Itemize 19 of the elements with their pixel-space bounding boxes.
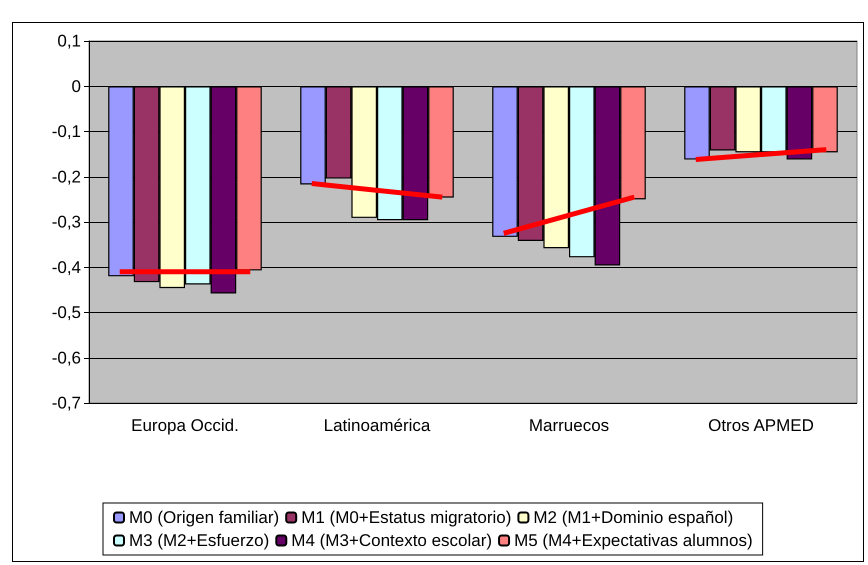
legend-label: M3 (M2+Esfuerzo) [129,531,270,550]
legend-label: M4 (M3+Contexto escolar) [291,531,492,550]
y-tick-label: -0,4 [52,258,81,277]
legend-label: M5 (M4+Expectativas alumnos) [514,531,753,550]
legend-label: M1 (M0+Estatus migratorio) [301,508,512,527]
x-tick-label: Otros APMED [708,416,814,435]
y-tick-label: -0,5 [52,303,81,322]
y-tick-label: -0,6 [52,348,81,368]
x-tick-label: Latinoamérica [324,416,431,435]
y-tick-label: -0,2 [52,167,81,186]
legend-label: M0 (Origen familiar) [129,508,280,527]
y-tick-label: -0,3 [52,212,81,232]
y-tick-label: 0 [72,76,81,96]
legend-label: M2 (M1+Dominio español) [533,508,734,527]
x-tick-label: Marruecos [528,416,610,435]
y-tick-label: -0,7 [52,394,81,412]
y-tick-label: -0,1 [52,122,81,141]
y-tick-label: 0,1 [57,32,81,50]
x-tick-label: Europa Occid. [131,416,239,435]
